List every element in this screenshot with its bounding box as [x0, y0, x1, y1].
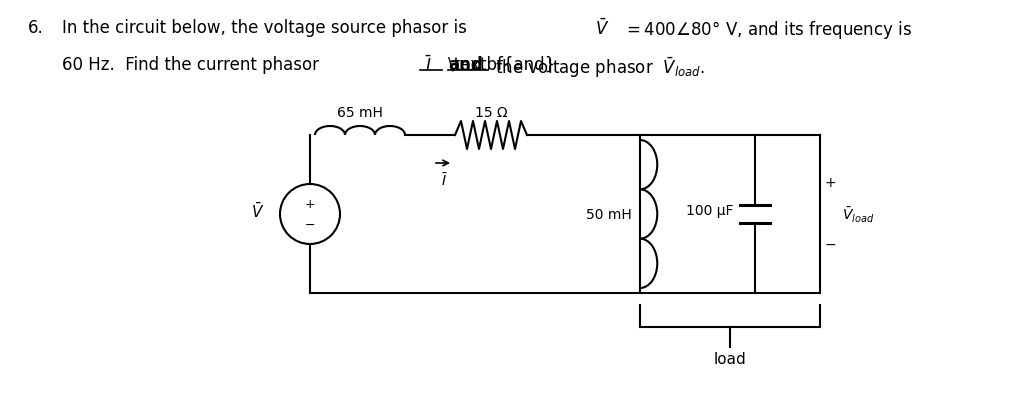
- Text: +: +: [305, 198, 315, 211]
- Text: 65 mH: 65 mH: [337, 106, 383, 120]
- Text: −: −: [305, 218, 315, 231]
- Text: $\bar{V}_{load}$: $\bar{V}_{load}$: [842, 205, 874, 224]
- Text: $\bar{V}$: $\bar{V}$: [595, 19, 609, 39]
- Text: $\bar{I}$: $\bar{I}$: [425, 56, 432, 76]
- Text: 15 Ω: 15 Ω: [475, 106, 507, 120]
- Text: load: load: [714, 351, 746, 366]
- Text: the voltage phasor  $\bar{V}_{load}$.: the voltage phasor $\bar{V}_{load}$.: [495, 56, 705, 80]
- Text: \textbf{and}: \textbf{and}: [449, 56, 555, 74]
- Text: 6.: 6.: [28, 19, 44, 37]
- Text: 60 Hz.  Find the current phasor: 60 Hz. Find the current phasor: [62, 56, 330, 74]
- Text: −: −: [824, 237, 836, 252]
- Text: $= 400\angle80°$ V, and its frequency is: $= 400\angle80°$ V, and its frequency is: [618, 19, 912, 41]
- Text: and: and: [449, 56, 482, 74]
- Text: +: +: [824, 176, 836, 190]
- Text: 100 μF: 100 μF: [685, 204, 733, 218]
- Text: 50 mH: 50 mH: [587, 207, 632, 221]
- Text: $\bar{V}$: $\bar{V}$: [251, 201, 264, 220]
- Text: In the circuit below, the voltage source phasor is: In the circuit below, the voltage source…: [62, 19, 477, 37]
- Text: $\bar{I}$: $\bar{I}$: [441, 171, 449, 188]
